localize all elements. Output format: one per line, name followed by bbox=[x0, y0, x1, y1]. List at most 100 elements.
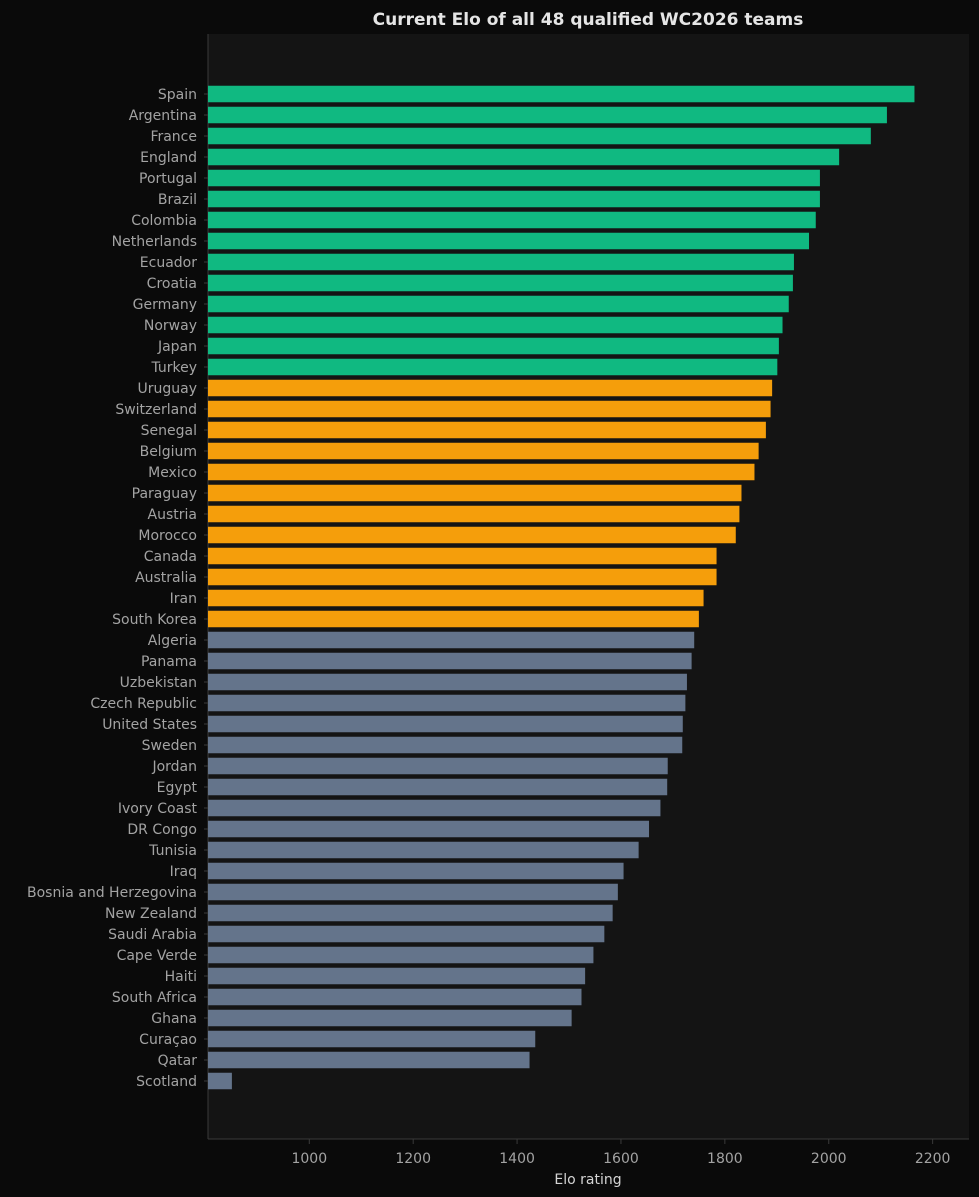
x-tick-label: 1000 bbox=[291, 1151, 327, 1167]
y-tick-label: Curaçao bbox=[139, 1032, 197, 1048]
y-tick-label: Australia bbox=[135, 570, 197, 586]
y-tick-label: Cape Verde bbox=[117, 948, 197, 964]
bar-switzerland bbox=[208, 400, 771, 418]
y-tick-label: Haiti bbox=[165, 969, 197, 985]
y-tick-label: New Zealand bbox=[105, 906, 197, 922]
y-tick-labels: Spain Argentina France England Portugal Brazi… bbox=[27, 87, 208, 1090]
y-tick-label: Qatar bbox=[158, 1053, 198, 1069]
y-tick-label: Spain bbox=[158, 87, 197, 103]
bar-haiti bbox=[208, 967, 586, 985]
y-tick-label: Canada bbox=[144, 549, 197, 565]
bar-japan bbox=[208, 337, 779, 355]
bar-turkey bbox=[208, 358, 778, 376]
bar-scotland bbox=[208, 1072, 232, 1090]
y-tick-label: Algeria bbox=[148, 633, 197, 649]
bar-jordan bbox=[208, 757, 668, 775]
y-tick-label: Argentina bbox=[129, 108, 197, 124]
y-tick-label: Colombia bbox=[131, 213, 197, 229]
y-tick-label: Japan bbox=[157, 339, 197, 355]
bar-mexico bbox=[208, 463, 755, 481]
bar-belgium bbox=[208, 442, 759, 460]
y-tick-label: Panama bbox=[141, 654, 197, 670]
bar-paraguay bbox=[208, 484, 742, 502]
bar-brazil bbox=[208, 190, 820, 208]
y-tick-label: Paraguay bbox=[132, 486, 197, 502]
bar-algeria bbox=[208, 631, 695, 649]
y-tick-label: Switzerland bbox=[115, 402, 197, 418]
bar-argentina bbox=[208, 106, 887, 124]
x-ticks: 1000 1200 1400 1600 1800 2000 2200 bbox=[291, 1139, 950, 1167]
y-tick-label: Turkey bbox=[150, 360, 197, 376]
bar-united-states bbox=[208, 715, 683, 733]
bar-qatar bbox=[208, 1051, 530, 1069]
bar-curacao bbox=[208, 1030, 536, 1048]
y-tick-label: Morocco bbox=[138, 528, 197, 544]
y-tick-label: DR Congo bbox=[127, 822, 197, 838]
y-tick-label: Germany bbox=[133, 297, 197, 313]
bar-egypt bbox=[208, 778, 668, 796]
y-tick-label: Austria bbox=[148, 507, 197, 523]
y-tick-label: Jordan bbox=[151, 759, 197, 775]
x-tick-label: 2200 bbox=[915, 1151, 951, 1167]
x-tick-label: 1400 bbox=[499, 1151, 535, 1167]
bar-new-zealand bbox=[208, 904, 613, 922]
bar-ivory-coast bbox=[208, 799, 661, 817]
bar-saudi-arabia bbox=[208, 925, 605, 943]
bar-spain bbox=[208, 85, 915, 103]
bar-austria bbox=[208, 505, 740, 523]
bar-senegal bbox=[208, 421, 766, 439]
y-tick-label: United States bbox=[102, 717, 197, 733]
x-tick-label: 1200 bbox=[395, 1151, 431, 1167]
bar-czech-republic bbox=[208, 694, 686, 712]
bar-canada bbox=[208, 547, 717, 565]
y-tick-label: Croatia bbox=[147, 276, 197, 292]
bar-croatia bbox=[208, 274, 793, 292]
y-tick-label: Tunisia bbox=[148, 843, 197, 859]
y-tick-label: Senegal bbox=[141, 423, 197, 439]
bar-south-africa bbox=[208, 988, 582, 1006]
bar-sweden bbox=[208, 736, 683, 754]
bar-ghana bbox=[208, 1009, 572, 1027]
y-tick-label: Ecuador bbox=[140, 255, 197, 271]
bar-norway bbox=[208, 316, 783, 334]
chart-title: Current Elo of all 48 qualified WC2026 t… bbox=[373, 10, 804, 30]
y-tick-label: Saudi Arabia bbox=[108, 927, 197, 943]
y-tick-label: Uruguay bbox=[138, 381, 198, 397]
bar-uruguay bbox=[208, 379, 773, 397]
y-tick-label: Brazil bbox=[158, 192, 197, 208]
y-tick-label: South Africa bbox=[112, 990, 197, 1006]
y-tick-label: Scotland bbox=[136, 1074, 197, 1090]
y-tick-label: South Korea bbox=[112, 612, 197, 628]
bar-iran bbox=[208, 589, 704, 607]
bar-dr-congo bbox=[208, 820, 650, 838]
y-tick-label: France bbox=[150, 129, 197, 145]
bar-tunisia bbox=[208, 841, 639, 859]
y-tick-label: Iraq bbox=[170, 864, 197, 880]
bar-germany bbox=[208, 295, 789, 313]
y-tick-label: Mexico bbox=[148, 465, 197, 481]
bar-ecuador bbox=[208, 253, 794, 271]
y-tick-label: England bbox=[140, 150, 197, 166]
y-tick-label: Egypt bbox=[157, 780, 198, 796]
bar-netherlands bbox=[208, 232, 810, 250]
x-tick-label: 1800 bbox=[707, 1151, 743, 1167]
bar-panama bbox=[208, 652, 692, 670]
x-tick-label: 2000 bbox=[811, 1151, 847, 1167]
y-tick-label: Norway bbox=[144, 318, 197, 334]
bar-south-korea bbox=[208, 610, 699, 628]
y-tick-label: Uzbekistan bbox=[120, 675, 197, 691]
y-tick-label: Iran bbox=[170, 591, 197, 607]
y-tick-label: Ghana bbox=[151, 1011, 197, 1027]
bar-australia bbox=[208, 568, 717, 586]
bar-bosnia-and-herzegovina bbox=[208, 883, 618, 901]
bar-colombia bbox=[208, 211, 816, 229]
x-tick-label: 1600 bbox=[603, 1151, 639, 1167]
y-tick-label: Czech Republic bbox=[90, 696, 197, 712]
y-tick-label: Portugal bbox=[139, 171, 197, 187]
bar-iraq bbox=[208, 862, 624, 880]
y-tick-label: Sweden bbox=[142, 738, 197, 754]
y-tick-label: Bosnia and Herzegovina bbox=[27, 885, 197, 901]
x-axis-label: Elo rating bbox=[554, 1172, 621, 1188]
